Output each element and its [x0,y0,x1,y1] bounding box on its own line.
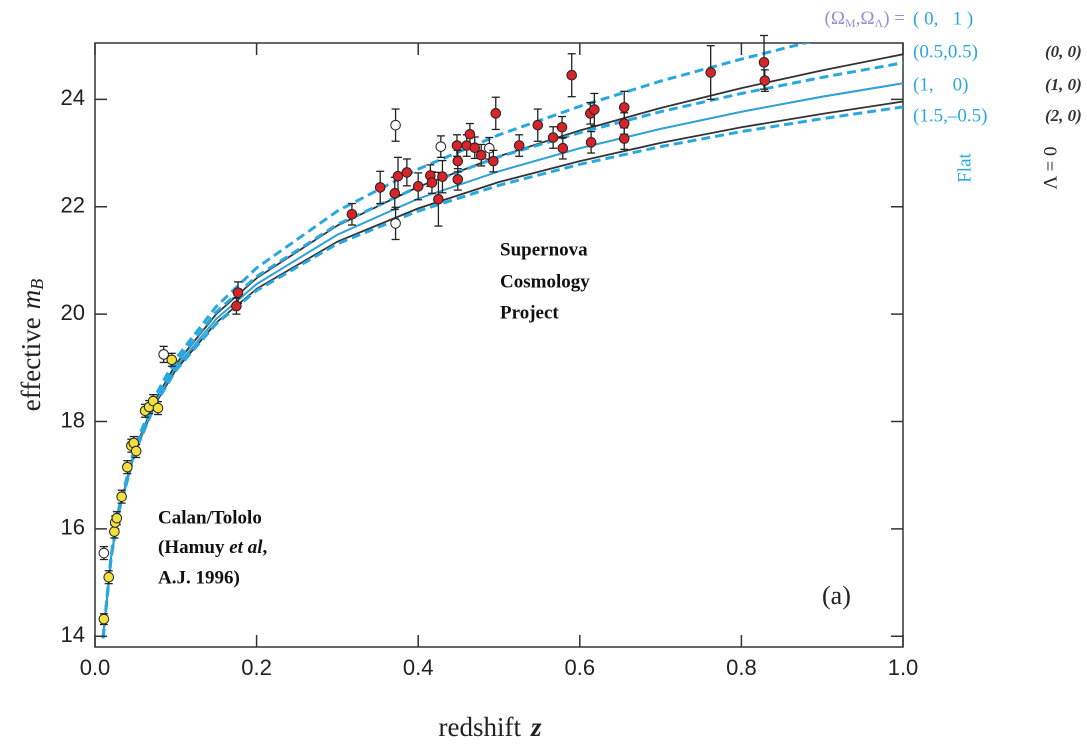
data-point [437,171,448,182]
data-point [758,57,770,68]
legend-label: (0.5,0.5) [913,41,978,62]
data-point [426,177,438,188]
legend-label: (1.5,–0.5) [913,105,987,126]
data-point [346,208,358,220]
data-point [566,69,578,81]
group-label: Flat [954,153,975,183]
data-point [475,149,487,161]
data-point [433,193,444,205]
data-point [232,287,244,298]
data-point [556,121,568,133]
x-axis-title-part: z [530,712,542,742]
x-tick-label: 0.8 [726,655,757,680]
y-tick-label: 16 [61,515,85,540]
data-point [166,354,178,366]
annotation: Cosmology [500,271,590,292]
legend-title-part: ) = [883,8,905,29]
data-point [390,119,401,131]
legend-label: (1, 0) [913,74,968,95]
data-point [618,118,630,129]
x-tick-label: 0.0 [80,655,111,680]
data-point [98,547,110,559]
group-label: Λ = 0 [1040,146,1061,189]
y-axis-title: effective mB [16,279,47,411]
legend-label: (1, 0) [1045,75,1082,94]
data-point [532,119,544,131]
data-point [412,181,424,192]
data-point [618,102,630,113]
annotation-part: , [263,537,268,558]
y-tick-label: 14 [61,622,85,647]
x-tick-label: 0.4 [403,655,434,680]
data-point [451,140,463,151]
data-point [130,445,142,457]
data-point [452,155,464,167]
annotation: Calan/Tololo [158,507,262,528]
y-tick-label: 20 [61,300,85,325]
annotation-part: et al [229,537,263,558]
legend-title-part: ,Ω [856,8,875,29]
data-point [122,461,133,473]
data-point [488,155,499,167]
data-point [111,512,123,524]
data-point [513,140,525,151]
legend-title-part: M [845,16,856,30]
data-point [759,75,771,86]
annotation-part: (Hamuy [158,537,229,558]
data-point [490,108,502,119]
curves [101,43,903,639]
data-point [618,133,630,144]
panel-label: (a) [822,581,851,610]
y-tick-label: 22 [61,193,85,218]
data-point [98,613,110,625]
model-curve [101,43,812,638]
data-point [158,349,169,360]
y-tick-label: 18 [61,407,85,432]
data-point [103,571,115,583]
data-point [705,67,716,78]
legend-title: (ΩM,ΩΛ) = [825,8,906,29]
data-point [392,170,404,182]
legend-title-part: Λ [875,16,884,30]
data-point [557,142,569,154]
legend-label: (0, 0) [1045,42,1082,61]
model-curve [101,105,903,639]
x-tick-label: 0.2 [241,655,272,680]
plot-frame [94,42,904,648]
points [98,34,771,626]
data-point [547,132,559,143]
data-point [390,218,401,229]
data-point [484,142,495,154]
data-point [374,182,386,193]
y-axis-title-part: B [27,279,47,290]
annotation: A.J. 1996) [158,567,240,588]
legend-label: ( 0, 1 ) [913,8,973,29]
data-point [116,491,127,502]
data-point [231,300,242,312]
data-point [585,137,597,148]
annotation: Supernova [500,239,588,260]
legend-title-part: (Ω [825,8,845,29]
annotation: (Hamuy et al, [158,537,268,558]
y-axis-title-part: m [16,290,46,310]
data-point [152,402,164,414]
data-point [589,104,600,115]
x-tick-label: 1.0 [888,655,919,680]
data-point [469,142,481,153]
x-axis-title-part: redshift [439,712,522,742]
data-point [464,128,476,140]
annotation: Project [500,302,559,323]
y-axis-title-part: effective [16,317,46,411]
y-tick-label: 24 [61,85,85,110]
legend-label: (2, 0) [1045,106,1082,125]
data-point [452,174,464,185]
x-axis-title: redshift z [439,712,542,742]
data-point [435,141,447,152]
x-tick-label: 0.6 [565,655,596,680]
data-point [109,526,120,537]
data-point [401,167,413,178]
data-point [389,188,401,199]
